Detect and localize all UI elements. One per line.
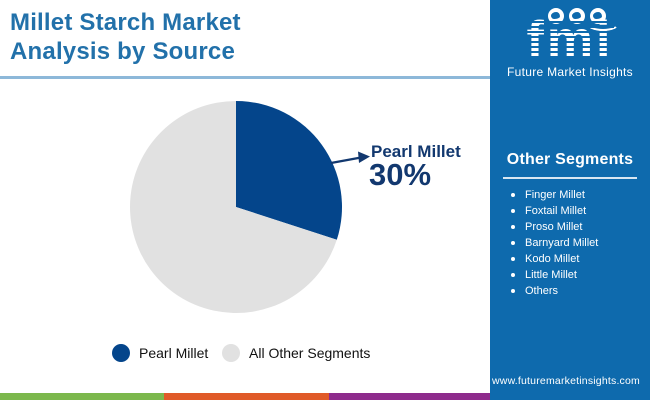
side-panel: fmi Future Market Insights Other Segment… [490,0,650,400]
fmi-logo: fmi Future Market Insights [490,6,650,79]
legend-dot-all-other-segments [222,344,240,362]
bullet-icon [511,193,515,197]
callout-leader-line [330,156,362,165]
bullet-icon [511,257,515,261]
legend-label-all-other-segments: All Other Segments [249,345,371,361]
pie-chart [130,101,370,314]
legend-item-pearl-millet: Pearl Millet [112,344,208,362]
segment-label: Proso Millet [525,221,583,233]
callout-slice-value: 30% [369,157,432,192]
page-title-line1: Millet Starch Market [10,9,241,36]
legend-item-all-other-segments: All Other Segments [222,344,370,362]
bullet-icon [511,273,515,277]
list-item: Kodo Millet [511,251,598,267]
logo-company-name: Future Market Insights [507,65,633,79]
footer-bar-purple [329,393,490,400]
page-title: Millet Starch Market Analysis by Source [10,8,241,66]
list-item: Foxtail Millet [511,203,598,219]
list-item: Others [511,283,598,299]
bullet-icon [511,241,515,245]
legend-label-pearl-millet: Pearl Millet [139,345,209,361]
list-item: Little Millet [511,267,598,283]
logo-monogram-wrap: fmi [526,14,614,66]
callout-slice-label: Pearl Millet [371,142,461,161]
other-segments-heading: Other Segments [506,151,634,168]
callout-arrowhead-icon [358,151,370,163]
title-underline [0,76,490,79]
other-segments-list: Finger Millet Foxtail Millet Proso Mille… [511,187,598,299]
pie-slice-all-other-segments [130,101,337,314]
page-title-line2: Analysis by Source [10,38,236,65]
legend-dot-pearl-millet [112,344,130,362]
segment-label: Little Millet [525,269,577,281]
segment-label: Finger Millet [525,189,585,201]
pie-slice-pearl-millet [236,101,343,240]
website-url: www.futuremarketinsights.com [492,375,640,387]
footer-bar-orange [164,393,329,400]
bullet-icon [511,289,515,293]
globe-land-shape [551,12,560,19]
list-item: Proso Millet [511,219,598,235]
segment-label: Kodo Millet [525,253,580,265]
globe-land-shape [572,12,581,19]
segment-label: Foxtail Millet [525,205,587,217]
bullet-icon [511,225,515,229]
segment-label: Barnyard Millet [525,237,599,249]
heading-underline [503,177,637,179]
segment-label: Others [525,285,559,297]
logo-stripes [526,18,614,62]
callout-arrow [330,151,370,165]
list-item: Finger Millet [511,187,598,203]
bullet-icon [511,209,515,213]
list-item: Barnyard Millet [511,235,598,251]
footer-bar-green [0,393,164,400]
